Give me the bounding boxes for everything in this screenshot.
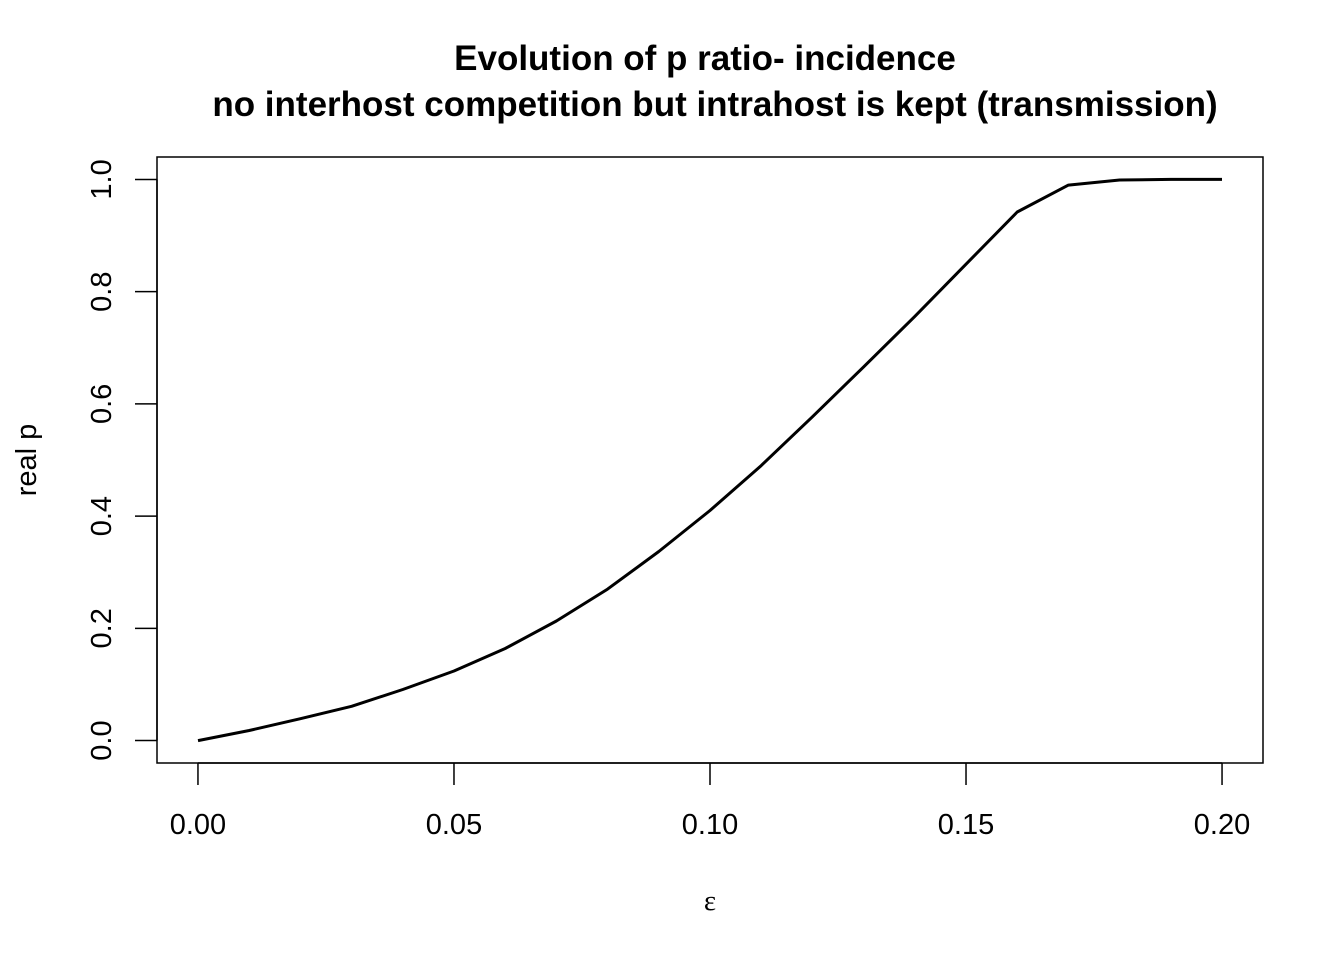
y-tick-label: 1.0	[86, 159, 118, 199]
x-tick-label: 0.05	[426, 809, 482, 841]
y-tick-label: 0.8	[86, 272, 118, 312]
x-axis: 0.00 0.05 0.10 0.15 0.20	[170, 762, 1250, 841]
x-tick-label: 0.10	[682, 809, 738, 841]
y-tick-label: 0.4	[86, 496, 118, 536]
y-tick-label: 0.6	[86, 384, 118, 424]
chart-subtitle: no interhost competition but intrahost i…	[212, 85, 1217, 124]
x-tick-label: 0.20	[1194, 809, 1250, 841]
x-tick-label: 0.00	[170, 809, 226, 841]
x-axis-label: ε	[704, 885, 716, 917]
plot-frame	[156, 156, 1264, 764]
y-tick-label: 0.2	[86, 608, 118, 648]
y-axis: 0.0 0.2 0.4 0.6 0.8 1.0	[86, 159, 158, 761]
chart-title: Evolution of p ratio- incidence	[454, 39, 956, 78]
y-axis-label: real p	[11, 424, 43, 497]
y-tick-label: 0.0	[86, 720, 118, 760]
series-line	[197, 177, 1222, 743]
x-tick-label: 0.15	[938, 809, 994, 841]
